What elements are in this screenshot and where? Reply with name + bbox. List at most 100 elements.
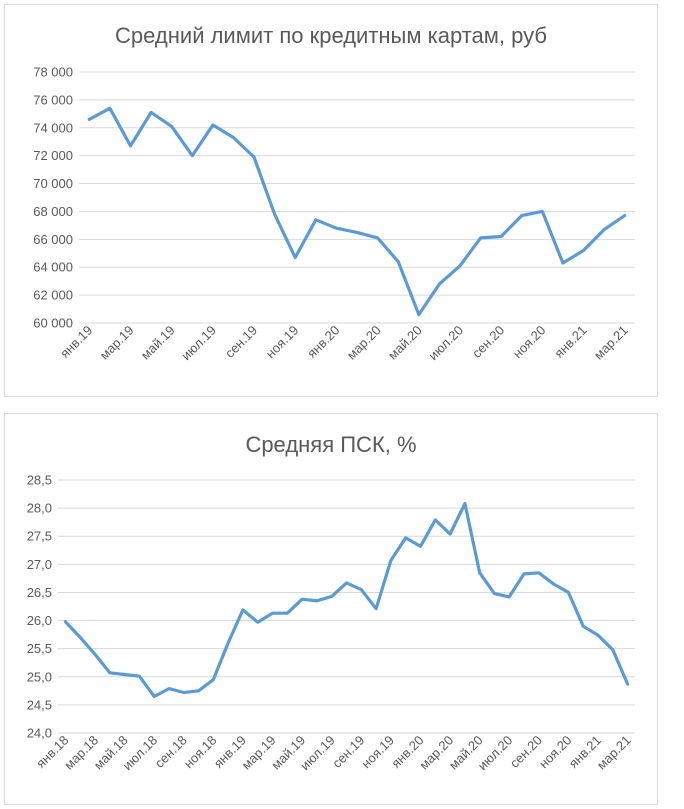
data-point bbox=[190, 154, 194, 158]
data-point bbox=[314, 218, 318, 222]
y-tick-label: 26,0 bbox=[27, 613, 52, 628]
x-tick-label: мар.19 bbox=[97, 323, 137, 363]
data-point bbox=[273, 212, 277, 216]
data-point bbox=[128, 144, 132, 148]
chart-psk: 24,0 24,5 25,0 25,5 26,0 26,5 27,0 27,5 28,0 28,5… bbox=[27, 473, 635, 773]
data-point bbox=[182, 691, 186, 695]
data-point bbox=[293, 255, 297, 259]
data-point bbox=[478, 571, 482, 575]
data-point bbox=[231, 136, 235, 140]
data-point bbox=[602, 228, 606, 232]
y-tick-label: 60 000 bbox=[33, 316, 73, 331]
x-tick-label: ноя.19 bbox=[358, 733, 397, 772]
y-tick-label: 78 000 bbox=[33, 65, 73, 80]
data-point bbox=[448, 532, 452, 536]
data-point bbox=[226, 641, 230, 645]
data-point bbox=[87, 117, 91, 121]
x-tick-label: июл.20 bbox=[426, 323, 467, 364]
data-point bbox=[374, 607, 378, 611]
data-point bbox=[211, 123, 215, 127]
x-tick-label: мар.21 bbox=[594, 733, 634, 773]
x-tick-label: сен.19 bbox=[222, 323, 260, 361]
data-point bbox=[507, 595, 511, 599]
data-point bbox=[108, 106, 112, 110]
y-tick-label: 64 000 bbox=[33, 260, 73, 275]
data-point bbox=[417, 313, 421, 317]
data-point bbox=[396, 260, 400, 264]
y-tick-label: 27,0 bbox=[27, 557, 52, 572]
x-tick-label: май.20 bbox=[385, 323, 425, 363]
data-point bbox=[437, 282, 441, 286]
data-point bbox=[433, 518, 437, 522]
y-tick-label: 24,0 bbox=[27, 726, 52, 741]
data-point bbox=[170, 124, 174, 128]
x-tick-label: ноя.20 bbox=[510, 323, 549, 362]
x-tick-label: мар.20 bbox=[344, 323, 384, 363]
y-tick-label: 66 000 bbox=[33, 232, 73, 247]
series-line bbox=[63, 501, 630, 699]
data-point bbox=[63, 620, 67, 624]
data-point bbox=[540, 209, 544, 213]
y-tick-label: 24,5 bbox=[27, 697, 52, 712]
data-point bbox=[256, 620, 260, 624]
data-point bbox=[345, 581, 349, 585]
data-point bbox=[582, 248, 586, 252]
y-tick-label: 68 000 bbox=[33, 204, 73, 219]
data-point bbox=[626, 682, 630, 686]
data-point bbox=[376, 236, 380, 240]
data-point bbox=[522, 572, 526, 576]
data-point bbox=[537, 571, 541, 575]
chart-credit-limit: 60 000 62 000 64 000 66 000 68 000 70 000 72 0… bbox=[33, 65, 635, 364]
data-point bbox=[611, 648, 615, 652]
data-point bbox=[330, 594, 334, 598]
y-tick-label: 74 000 bbox=[33, 120, 73, 135]
data-point bbox=[241, 608, 245, 612]
x-tick-label: ноя.20 bbox=[536, 733, 575, 772]
chart-title-psk: Средняя ПСК, % bbox=[245, 432, 417, 457]
series-line bbox=[87, 106, 627, 317]
x-tick-label: сен.20 bbox=[469, 323, 507, 361]
y-tick-label: 28,0 bbox=[27, 501, 52, 516]
y-tick-label: 72 000 bbox=[33, 148, 73, 163]
x-tick-label: май.19 bbox=[138, 323, 178, 363]
data-point bbox=[355, 230, 359, 234]
y-tick-label: 28,5 bbox=[27, 473, 52, 488]
data-point bbox=[499, 235, 503, 239]
y-tick-label: 27,5 bbox=[27, 529, 52, 544]
y-tick-label: 25,5 bbox=[27, 641, 52, 656]
data-point bbox=[93, 652, 97, 656]
data-point bbox=[300, 597, 304, 601]
x-tick-label: ноя.19 bbox=[263, 323, 302, 362]
data-point bbox=[152, 694, 156, 698]
data-point bbox=[271, 611, 275, 615]
y-tick-label: 76 000 bbox=[33, 92, 73, 107]
data-point bbox=[389, 558, 393, 562]
data-point bbox=[520, 214, 524, 218]
data-point bbox=[285, 611, 289, 615]
data-point bbox=[123, 673, 127, 677]
data-point bbox=[211, 678, 215, 682]
data-point bbox=[596, 633, 600, 637]
chart-panel-psk: Средняя ПСК, % 24,0 24,5 25,0 25,5 26,0 26,5 2… bbox=[4, 413, 658, 805]
data-point bbox=[404, 536, 408, 540]
x-tick-label: июл.19 bbox=[178, 323, 219, 364]
x-tick-label: янв.21 bbox=[551, 323, 589, 361]
data-point bbox=[463, 502, 467, 506]
data-point bbox=[197, 689, 201, 693]
data-point bbox=[359, 588, 363, 592]
data-point bbox=[418, 544, 422, 548]
data-point bbox=[581, 624, 585, 628]
y-tick-label: 70 000 bbox=[33, 176, 73, 191]
data-point bbox=[252, 155, 256, 159]
x-tick-label: мар.21 bbox=[591, 323, 631, 363]
data-point bbox=[334, 226, 338, 230]
x-tick-label: янв.20 bbox=[304, 323, 342, 361]
data-point bbox=[78, 635, 82, 639]
data-point bbox=[561, 261, 565, 265]
data-point bbox=[566, 590, 570, 594]
y-tick-label: 26,5 bbox=[27, 585, 52, 600]
data-point bbox=[315, 599, 319, 603]
data-point bbox=[149, 110, 153, 114]
data-point bbox=[458, 264, 462, 268]
data-point bbox=[167, 687, 171, 691]
